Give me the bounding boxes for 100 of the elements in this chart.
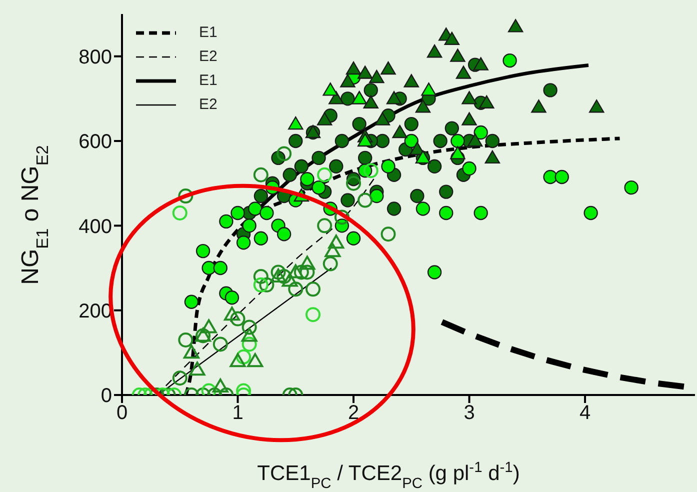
text: TCE1$_{PC}$ / TCE2$_{PC}$ (g pl$^{-1}$ d$^{-1}$) [257,460,520,492]
point [196,244,210,258]
point [253,277,268,292]
point [172,205,188,220]
point [357,66,373,79]
point [184,294,199,309]
point [178,188,194,204]
point [450,146,466,160]
point [473,57,488,70]
point [230,311,246,326]
point [200,319,217,334]
point [212,378,228,393]
point [294,159,309,174]
x-tick-label: 1 [232,402,244,424]
point [253,167,268,182]
point [340,92,355,106]
point [282,272,298,287]
point [270,268,286,282]
point [462,161,476,176]
point [416,202,430,216]
point [202,260,216,276]
point [242,320,257,335]
point [363,163,378,178]
point [433,134,448,148]
point [439,206,454,220]
point [334,210,350,225]
y-tick-label: 600 [78,131,112,154]
point [381,159,396,174]
point [254,188,268,204]
y-tick-label: 400 [78,216,112,238]
point [212,336,228,352]
point [358,192,373,208]
point [450,48,466,62]
legend-label: E2 [199,48,218,65]
point [276,146,292,162]
point [346,61,362,75]
point [502,53,517,68]
y-tick-label: 800 [78,46,112,68]
point [363,95,378,108]
point [288,264,304,278]
point [474,125,488,140]
point [306,282,320,297]
point [374,112,390,126]
point [322,82,338,96]
point [300,172,314,186]
point [236,349,252,364]
point [357,133,373,147]
point [352,116,366,132]
point [300,264,315,280]
point [276,227,292,242]
point [183,344,200,359]
point [404,74,419,88]
point [380,226,396,242]
point [178,332,194,348]
point [254,231,268,246]
point [224,306,240,321]
point [316,112,332,126]
point [189,362,206,376]
point [306,307,320,322]
point [508,19,524,32]
x-tick-label: 0 [116,402,128,424]
point [288,116,304,130]
point [270,264,286,280]
x-tick-label: 4 [579,402,591,424]
legend-label: E1 [199,72,218,89]
point [276,268,292,284]
point [259,277,274,292]
point [334,134,350,148]
point [329,159,344,174]
point [484,150,500,164]
y-tick-label: 0 [100,385,112,408]
point [213,260,228,276]
point [317,218,332,234]
point [236,236,251,250]
point [242,336,257,352]
point [370,188,384,204]
point [375,134,390,148]
point [415,100,431,113]
point [554,170,569,184]
point [462,112,477,126]
point [322,256,338,272]
legend-label: E2 [199,96,218,113]
point [462,91,477,104]
point [230,353,246,368]
point [346,176,362,191]
point [474,206,488,220]
point [444,32,460,45]
point [260,206,274,220]
point [386,91,402,104]
point [241,328,258,342]
point [340,74,356,88]
point [589,100,604,113]
point [224,290,240,305]
point [312,150,326,166]
point [485,134,500,148]
point [427,159,442,174]
point [439,184,454,199]
point [584,206,598,220]
point [328,234,344,249]
point [247,353,264,368]
